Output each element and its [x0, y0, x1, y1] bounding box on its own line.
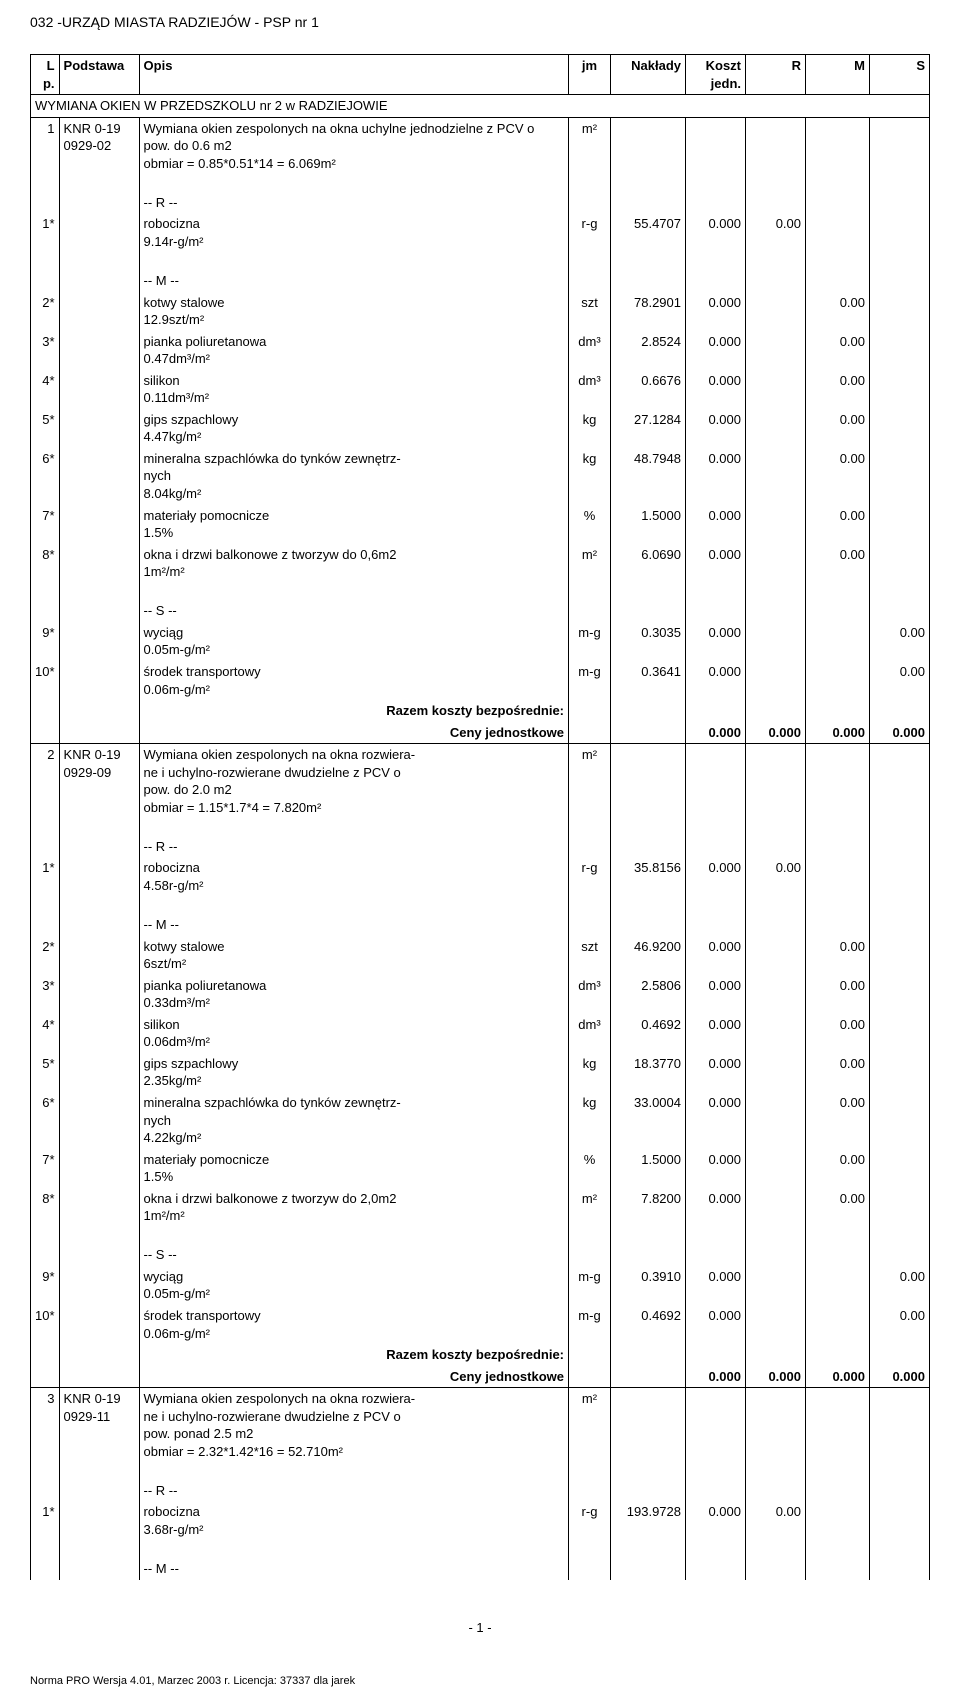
sub-row: -- R -- — [31, 818, 930, 857]
razem-row: Razem koszty bezpośrednie: — [31, 1344, 930, 1366]
th-r: R — [746, 55, 806, 95]
sub-row: -- S -- — [31, 583, 930, 622]
sub-row: 5*gips szpachlowy4.47kg/m²kg27.12840.000… — [31, 409, 930, 448]
page-number: - 1 - — [30, 1620, 930, 1635]
sub-row: -- S -- — [31, 1227, 930, 1266]
sub-row: 2*kotwy stalowe12.9szt/m²szt78.29010.000… — [31, 292, 930, 331]
sub-row: 1*robocizna4.58r-g/m²r-g35.81560.0000.00 — [31, 857, 930, 896]
sub-row: -- R -- — [31, 1462, 930, 1501]
sub-row: -- M -- — [31, 897, 930, 936]
sub-row: 4*silikon0.06dm³/m²dm³0.46920.0000.00 — [31, 1014, 930, 1053]
sub-row: -- M -- — [31, 252, 930, 291]
razem-row: Razem koszty bezpośrednie: — [31, 700, 930, 722]
th-m: M — [806, 55, 870, 95]
th-koszt: Koszt jedn. — [686, 55, 746, 95]
sub-row: 8*okna i drzwi balkonowe z tworzyw do 2,… — [31, 1188, 930, 1227]
sub-row: 7*materiały pomocnicze1.5%%1.50000.0000.… — [31, 505, 930, 544]
th-podstawa: Podstawa — [59, 55, 139, 95]
item-row: 2KNR 0-19 0929-09Wymiana okien zespolony… — [31, 744, 930, 819]
ceny-row: Ceny jednostkowe0.0000.0000.0000.000 — [31, 722, 930, 744]
sub-row: 7*materiały pomocnicze1.5%%1.50000.0000.… — [31, 1149, 930, 1188]
sub-row: 3*pianka poliuretanowa0.47dm³/m²dm³2.852… — [31, 331, 930, 370]
sub-row: 8*okna i drzwi balkonowe z tworzyw do 0,… — [31, 544, 930, 583]
sub-row: 10*środek transportowy0.06m-g/m²m-g0.469… — [31, 1305, 930, 1344]
sub-row: 1*robocizna9.14r-g/m²r-g55.47070.0000.00 — [31, 213, 930, 252]
ceny-row: Ceny jednostkowe0.0000.0000.0000.000 — [31, 1366, 930, 1388]
th-opis: Opis — [139, 55, 568, 95]
sub-row: 10*środek transportowy0.06m-g/m²m-g0.364… — [31, 661, 930, 700]
th-jm: jm — [569, 55, 611, 95]
sub-row: -- M -- — [31, 1541, 930, 1580]
sub-row: 3*pianka poliuretanowa0.33dm³/m²dm³2.580… — [31, 975, 930, 1014]
sub-row: 2*kotwy stalowe6szt/m²szt46.92000.0000.0… — [31, 936, 930, 975]
sub-row: 4*silikon0.11dm³/m²dm³0.66760.0000.00 — [31, 370, 930, 409]
item-row: 3KNR 0-19 0929-11Wymiana okien zespolony… — [31, 1388, 930, 1463]
cost-table: L p. Podstawa Opis jm Nakłady Koszt jedn… — [30, 54, 930, 1580]
sub-row: 6*mineralna szpachlówka do tynków zewnęt… — [31, 448, 930, 505]
sub-row: 9*wyciąg0.05m-g/m²m-g0.30350.0000.00 — [31, 622, 930, 661]
sub-row: -- R -- — [31, 174, 930, 213]
sub-row: 6*mineralna szpachlówka do tynków zewnęt… — [31, 1092, 930, 1149]
item-row: 1KNR 0-19 0929-02Wymiana okien zespolony… — [31, 117, 930, 174]
th-s: S — [870, 55, 930, 95]
th-naklady: Nakłady — [611, 55, 686, 95]
sub-row: 9*wyciąg0.05m-g/m²m-g0.39100.0000.00 — [31, 1266, 930, 1305]
page-title: 032 -URZĄD MIASTA RADZIEJÓW - PSP nr 1 — [30, 14, 930, 30]
sub-row: 1*robocizna3.68r-g/m²r-g193.97280.0000.0… — [31, 1501, 930, 1540]
sub-row: 5*gips szpachlowy2.35kg/m²kg18.37700.000… — [31, 1053, 930, 1092]
footer-text: Norma PRO Wersja 4.01, Marzec 2003 r. Li… — [30, 1675, 930, 1687]
th-lp: L p. — [31, 55, 60, 95]
